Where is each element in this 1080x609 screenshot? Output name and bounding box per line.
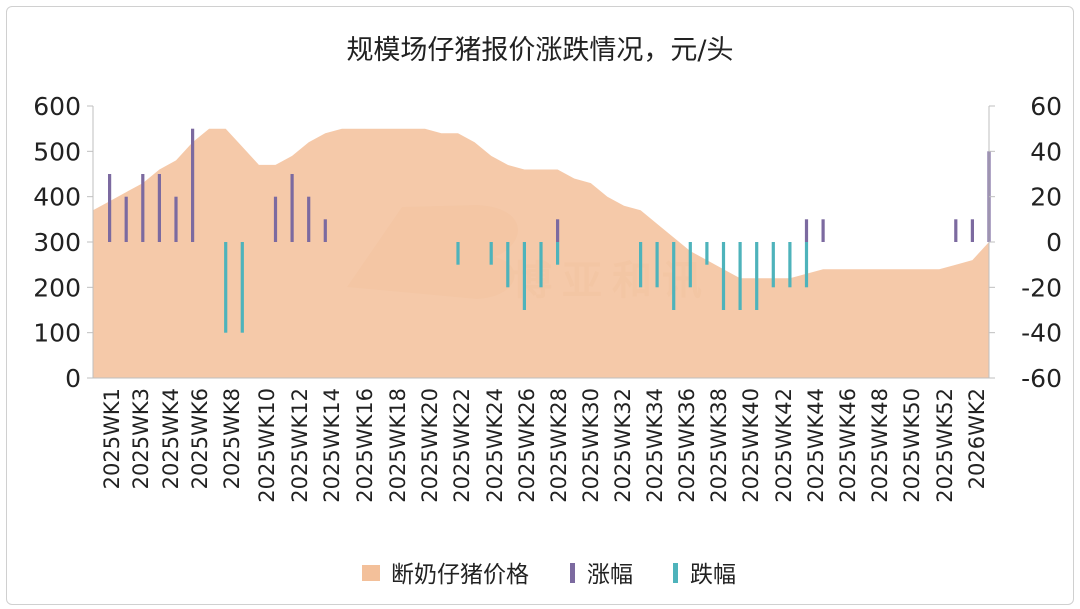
rise-bar [804, 219, 809, 242]
x-tick-label: 2025WK16 [353, 388, 377, 503]
rise-bar [323, 219, 327, 242]
x-tick-label: 2025WK30 [579, 388, 603, 503]
rise-bar [157, 174, 161, 242]
legend-label: 跌幅 [690, 562, 736, 588]
right-tick-label: -60 [1021, 364, 1062, 393]
chart-frame: 规模场仔猪报价涨跌情况，元/头 博亚和讯 0100200300400500600… [6, 6, 1074, 605]
rise-bar [307, 196, 311, 242]
fall-bar [655, 242, 659, 288]
fall-bar [738, 242, 742, 310]
left-tick-label: 200 [33, 273, 81, 302]
left-tick-label: 100 [33, 319, 81, 348]
legend-swatch-rise [570, 563, 575, 583]
chart-title: 规模场仔猪报价涨跌情况，元/头 [346, 35, 733, 66]
x-tick-label: 2025WK46 [836, 388, 860, 503]
x-tick-label: 2025WK24 [483, 388, 507, 503]
x-tick-label: 2025WK3 [129, 388, 153, 489]
rise-bar [556, 219, 560, 242]
x-tick-label: 2025WK38 [707, 388, 731, 503]
fall-bar [788, 242, 792, 288]
fall-bar [539, 242, 543, 288]
x-tick-label: 2025WK12 [288, 388, 312, 503]
x-tick-label: 2025WK26 [515, 388, 539, 503]
fall-bar [755, 242, 759, 310]
x-tick-label: 2025WK48 [868, 388, 892, 503]
x-tick-label: 2025WK4 [159, 388, 183, 489]
right-tick-label: -20 [1021, 273, 1062, 302]
rise-bar [174, 196, 178, 242]
x-tick-label: 2025WK34 [643, 388, 667, 503]
plot-area [93, 128, 991, 378]
legend-swatch-price [362, 565, 380, 581]
fall-bar [522, 242, 526, 310]
fall-bar [224, 242, 228, 333]
axes: 0 100 200 300 400 500 600 -60 -40 -20 0 20 40 60 2025W… [33, 92, 1062, 503]
rise-bar [821, 219, 825, 242]
fall-bar [804, 242, 809, 288]
x-tick-label: 2025WK14 [320, 388, 344, 503]
legend: 断奶仔猪价格 涨幅 跌幅 [362, 562, 736, 588]
left-tick-label: 600 [33, 92, 81, 121]
rise-bar [124, 196, 128, 242]
fall-bar [705, 242, 709, 265]
x-tick-label: 2025WK32 [611, 388, 635, 503]
fall-bar [489, 242, 493, 265]
fall-bar [240, 242, 244, 333]
fall-bar [556, 242, 560, 265]
rise-bar [141, 174, 145, 242]
x-tick-label: 2025WK10 [255, 388, 279, 503]
x-tick-label: 2025WK42 [772, 388, 796, 503]
rise-bar [191, 128, 195, 242]
x-tick-label: 2025WK22 [450, 388, 474, 503]
x-tick-label: 2025WK28 [547, 388, 571, 503]
right-tick-label: 40 [1030, 137, 1062, 166]
x-tick-label: 2025WK50 [900, 388, 924, 503]
x-tick-label: 2025WK36 [675, 388, 699, 503]
right-tick-label: -40 [1021, 319, 1062, 348]
right-tick-label: 20 [1030, 183, 1062, 212]
x-tick-label: 2025WK18 [386, 388, 410, 503]
rise-bar [954, 219, 958, 242]
fall-bar [456, 242, 460, 265]
rise-bar [290, 174, 294, 242]
x-tick-label: 2025WK44 [804, 388, 828, 503]
rise-bar [273, 196, 278, 242]
rise-bar [970, 219, 974, 242]
x-tick-label: 2025WK1 [100, 388, 124, 489]
rise-bar [108, 174, 112, 242]
x-tick-label: 2025WK8 [220, 388, 244, 489]
x-tick-label: 2025WK52 [933, 388, 957, 503]
left-tick-label: 0 [65, 364, 81, 393]
left-tick-label: 400 [33, 183, 81, 212]
right-tick-label: 0 [1046, 228, 1062, 257]
x-tick-label: 2025WK6 [188, 388, 212, 489]
fall-bar [688, 242, 692, 288]
x-tick-label: 2025WK40 [739, 388, 763, 503]
fall-bar [639, 242, 643, 288]
fall-bar [672, 242, 676, 310]
fall-bar [506, 242, 510, 288]
chart: 规模场仔猪报价涨跌情况，元/头 博亚和讯 0100200300400500600… [33, 35, 1062, 588]
legend-label: 涨幅 [587, 562, 633, 588]
left-tick-label: 300 [33, 228, 81, 257]
left-tick-label: 500 [33, 137, 81, 166]
x-tick-label: 2025WK20 [418, 388, 442, 503]
fall-bar [771, 242, 775, 288]
legend-label: 断奶仔猪价格 [391, 562, 529, 588]
fall-bar [721, 242, 726, 310]
legend-swatch-fall [673, 563, 678, 583]
right-tick-label: 60 [1030, 92, 1062, 121]
x-tick-label: 2026WK2 [965, 388, 989, 489]
